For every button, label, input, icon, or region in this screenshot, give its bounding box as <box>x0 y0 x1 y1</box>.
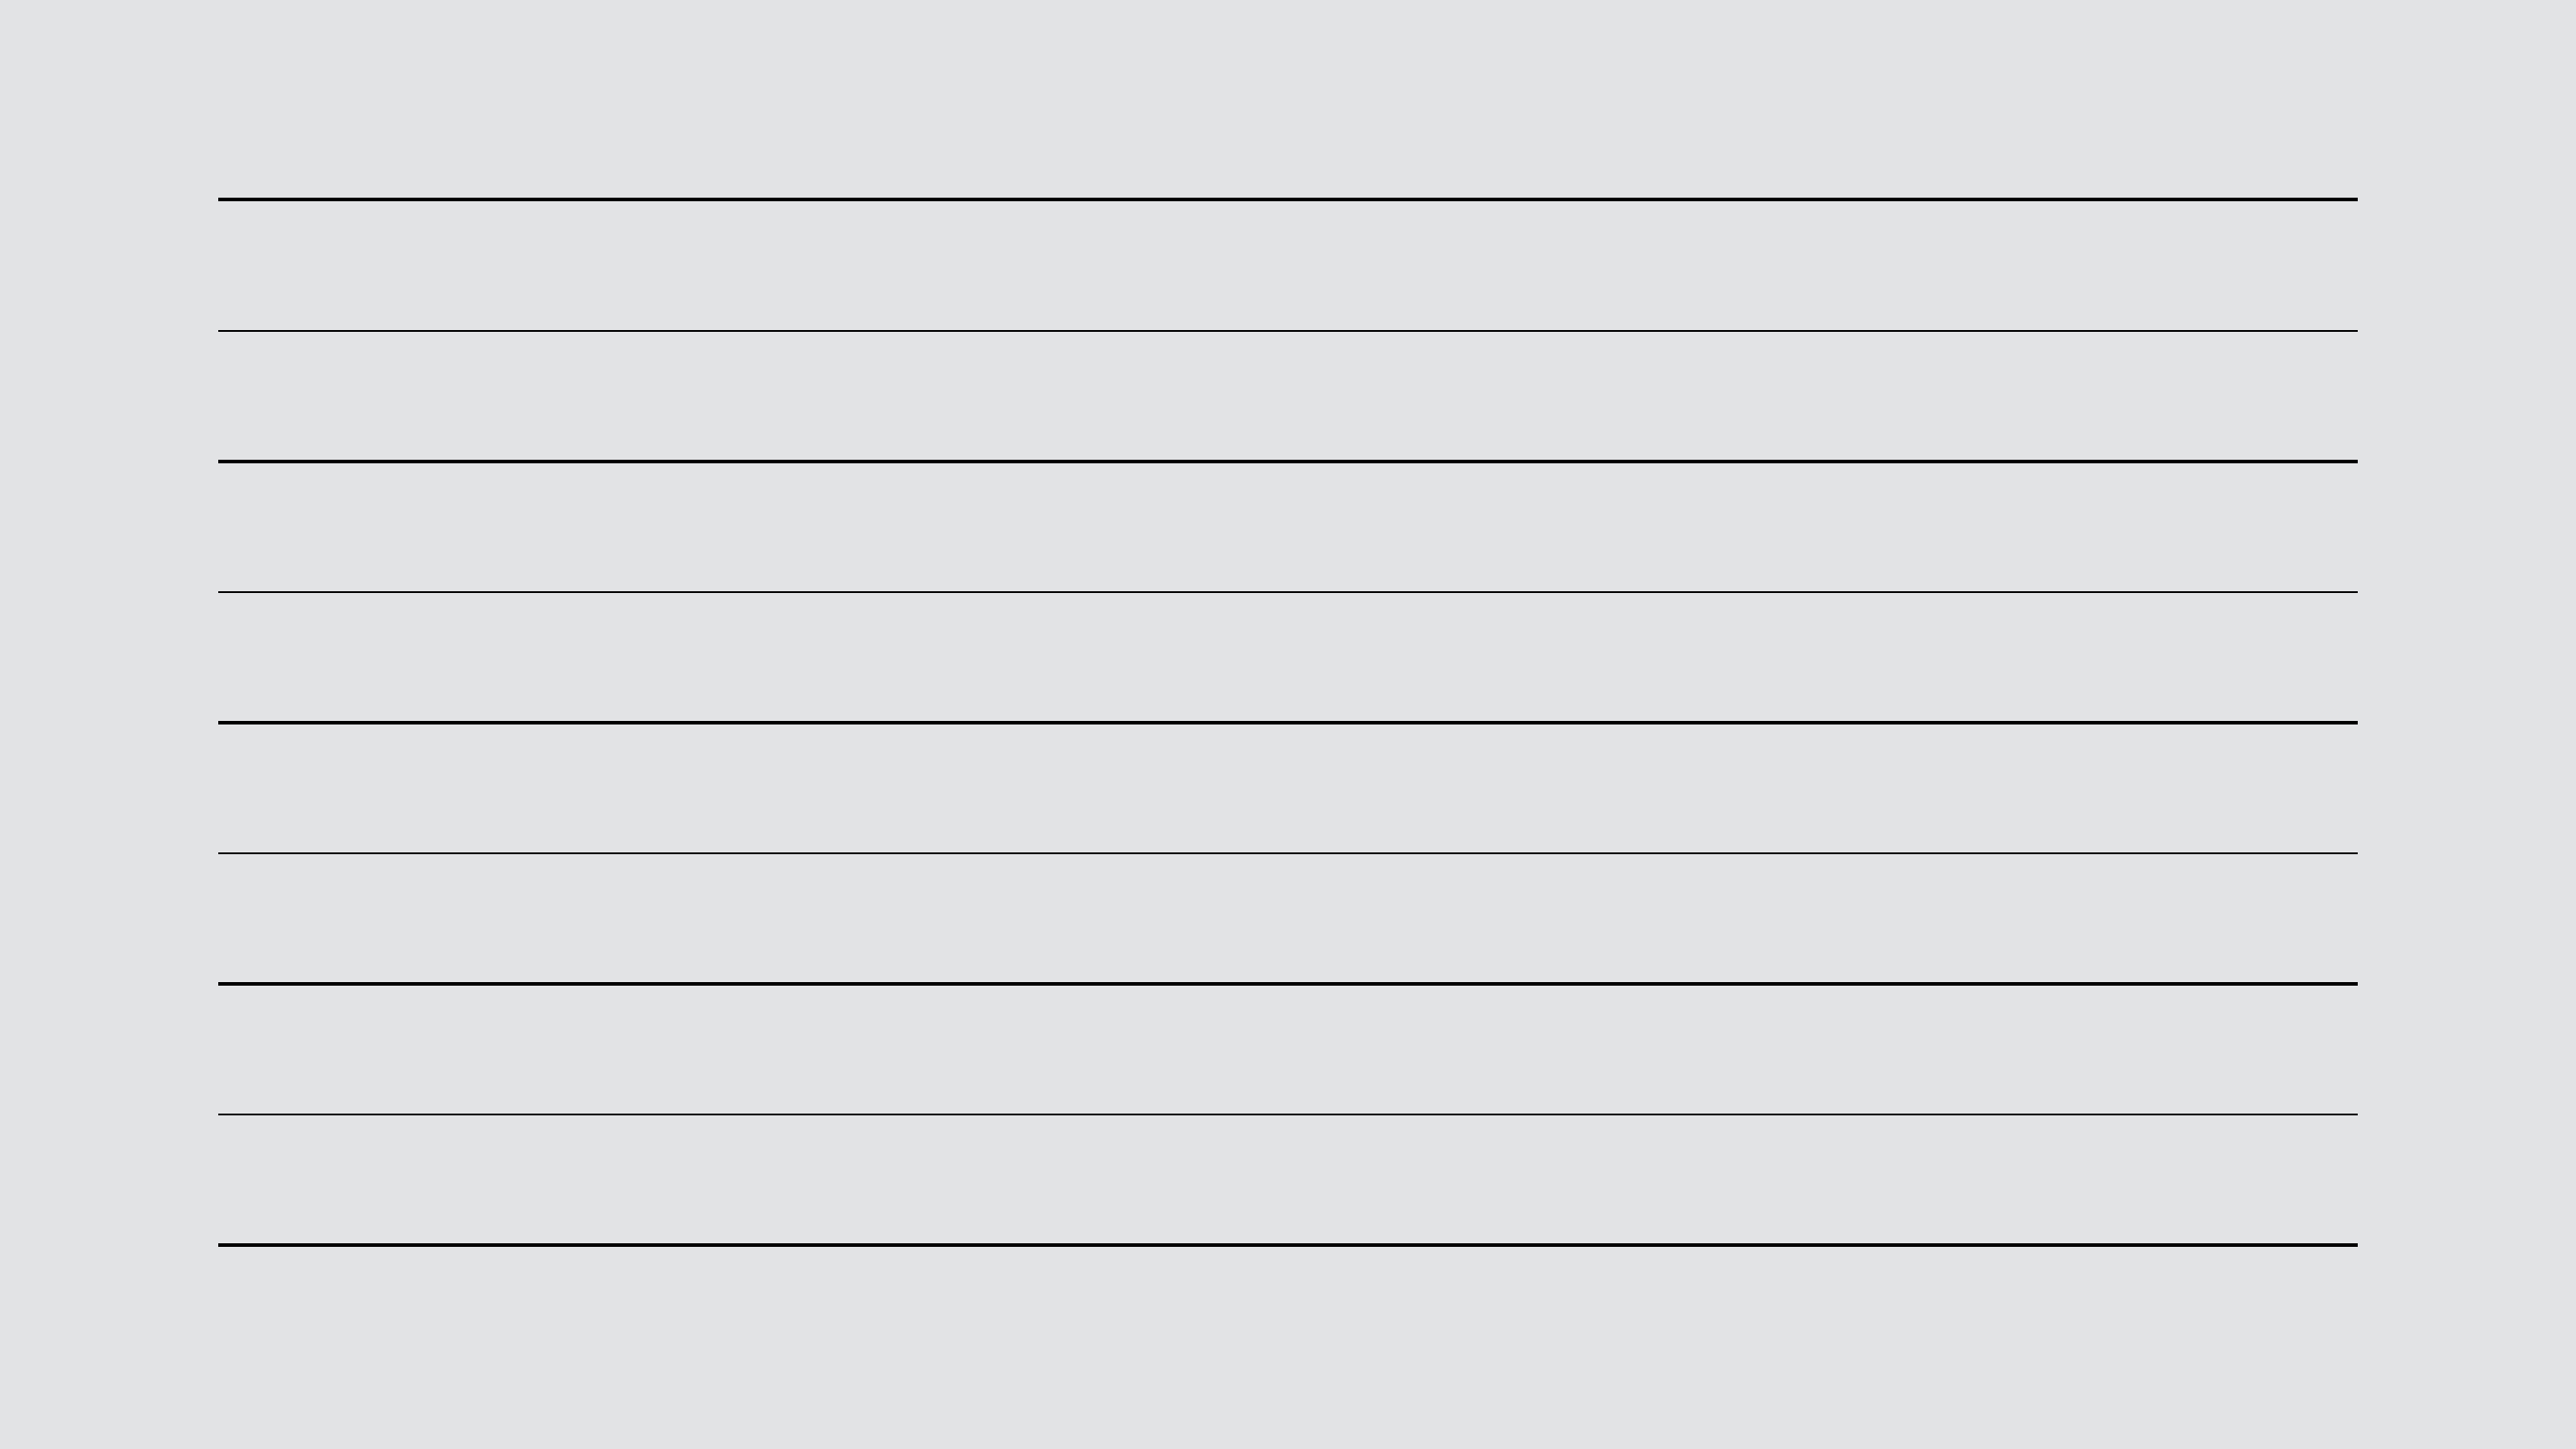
horizontal-line-thick <box>218 459 2358 464</box>
horizontal-line-thin <box>218 329 2358 333</box>
horizontal-line-thin <box>218 852 2358 855</box>
horizontal-line-thick <box>218 1242 2358 1248</box>
horizontal-line-thin <box>218 1113 2358 1116</box>
horizontal-line-thick <box>218 720 2358 725</box>
horizontal-line-thick <box>218 197 2358 202</box>
horizontal-line-thin <box>218 590 2358 594</box>
horizontal-line-thick <box>218 981 2358 987</box>
